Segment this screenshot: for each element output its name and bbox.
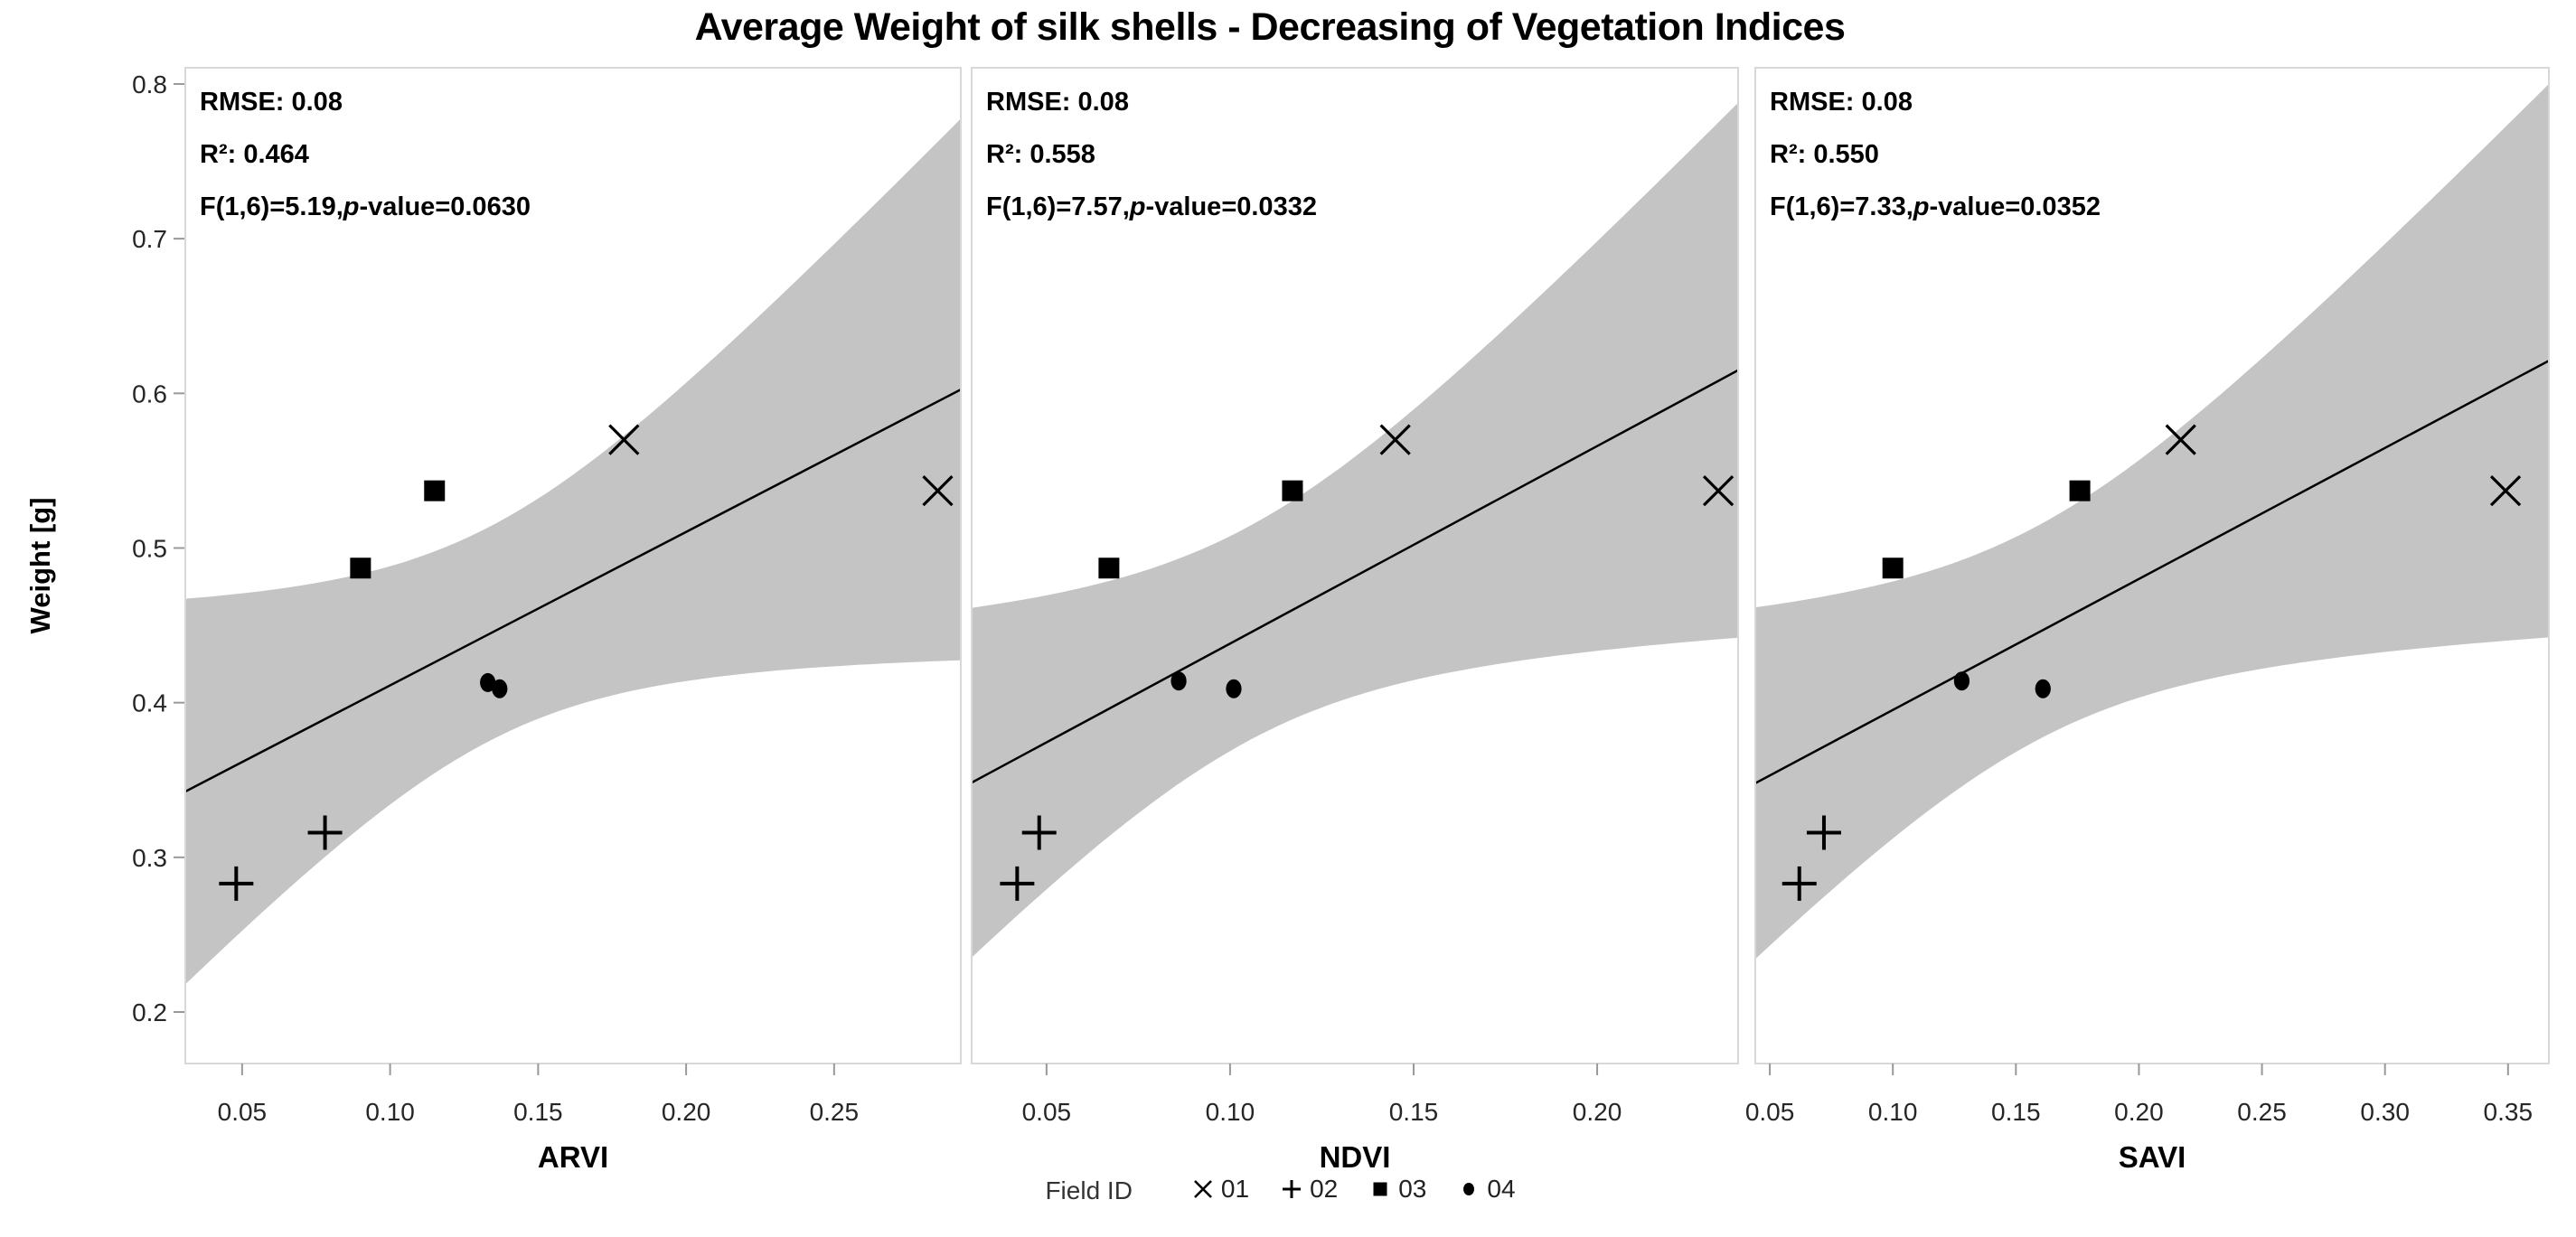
legend-item-04: 04 xyxy=(1457,1175,1516,1204)
stats-r2: R²: 0.464 xyxy=(200,140,309,169)
x-axis-tick-label: 0.15 xyxy=(1991,1098,2041,1126)
x-axis-tick-label: 0.05 xyxy=(1745,1098,1795,1126)
y-axis-tick-label: 0.3 xyxy=(132,844,167,872)
stats-rmse: RMSE: 0.08 xyxy=(986,88,1129,117)
square-marker xyxy=(350,558,371,579)
y-axis-tick-label: 0.2 xyxy=(132,998,167,1026)
square-marker xyxy=(1282,480,1303,501)
regression-line xyxy=(1755,360,2549,784)
y-axis-tick-label: 0.5 xyxy=(132,534,167,562)
dot-marker xyxy=(480,672,496,692)
legend-item-label: 02 xyxy=(1310,1175,1339,1203)
y-axis-tick-label: 0.7 xyxy=(132,225,167,253)
y-axis-tick-label: 0.6 xyxy=(132,380,167,408)
legend-item-03: 03 xyxy=(1368,1175,1426,1204)
square-marker xyxy=(1882,558,1904,579)
legend-item-01: 01 xyxy=(1191,1175,1249,1204)
x-axis-tick-label: 0.15 xyxy=(513,1098,563,1126)
square-marker xyxy=(2069,480,2091,501)
legend-item-label: 04 xyxy=(1487,1175,1516,1203)
x-axis-tick-label: 0.20 xyxy=(2114,1098,2164,1126)
plus-marker xyxy=(1021,815,1057,850)
legend-item-label: 03 xyxy=(1398,1175,1427,1203)
stats-r2: R²: 0.550 xyxy=(1770,140,1879,169)
plus-marker xyxy=(1000,866,1035,901)
stats-f-pvalue: F(1,6)=5.19,p-value=0.0630 xyxy=(200,192,531,221)
x-marker xyxy=(2165,424,2196,455)
plus-marker xyxy=(307,815,343,850)
x-marker xyxy=(2489,475,2522,507)
legend-title: Field ID xyxy=(1045,1176,1133,1204)
square-marker xyxy=(1098,558,1120,579)
panel-border xyxy=(1754,67,2550,1064)
x-axis-tick-label: 0.25 xyxy=(810,1098,860,1126)
plus-marker xyxy=(219,866,254,901)
x-axis-tick-label: 0.35 xyxy=(2484,1098,2534,1126)
plus-marker xyxy=(1782,866,1817,901)
x-axis-tick-label: 0.05 xyxy=(1022,1098,1072,1126)
dot-legend-icon xyxy=(1463,1183,1475,1195)
x-axis-tick-label: 0.15 xyxy=(1389,1098,1439,1126)
plus-legend-icon xyxy=(1283,1180,1302,1198)
panel-border xyxy=(184,67,962,1064)
panel-savi xyxy=(1755,83,2549,960)
stats-r2: R²: 0.558 xyxy=(986,140,1095,169)
panel-border xyxy=(971,67,1739,1064)
x-axis-title-ndvi: NDVI xyxy=(1319,1140,1391,1174)
y-axis-tick-label: 0.4 xyxy=(132,689,167,717)
x-marker xyxy=(608,424,640,455)
dot-marker xyxy=(1170,671,1187,691)
stats-f-pvalue: F(1,6)=7.57,p-value=0.0332 xyxy=(986,192,1317,221)
regression-line xyxy=(972,369,1738,784)
dot-marker xyxy=(2035,679,2051,698)
stats-f-pvalue: F(1,6)=7.33,p-value=0.0352 xyxy=(1770,192,2101,221)
x-axis-tick-label: 0.05 xyxy=(218,1098,268,1126)
x-axis-tick-label: 0.30 xyxy=(2360,1098,2410,1126)
legend: Field ID 01 02 03 04 xyxy=(0,1175,2576,1207)
x-axis-tick-label: 0.10 xyxy=(1206,1098,1255,1126)
x-axis-title-arvi: ARVI xyxy=(537,1140,609,1174)
x-marker xyxy=(1379,424,1411,455)
square-marker xyxy=(424,480,446,501)
legend-item-label: 01 xyxy=(1220,1175,1250,1203)
x-axis-tick-label: 0.10 xyxy=(365,1098,415,1126)
confidence-band xyxy=(185,118,961,985)
stats-rmse: RMSE: 0.08 xyxy=(1770,88,1913,117)
x-axis-tick-label: 0.20 xyxy=(662,1098,711,1126)
panel-ndvi xyxy=(972,102,1738,958)
chart-title: Average Weight of silk shells - Decreasi… xyxy=(694,5,1846,49)
square-legend-icon xyxy=(1373,1182,1387,1196)
regression-line xyxy=(185,388,961,793)
legend-item-02: 02 xyxy=(1280,1175,1338,1204)
legend-items: 01 02 03 04 xyxy=(1176,1175,1531,1207)
x-axis-tick-label: 0.10 xyxy=(1868,1098,1918,1126)
x-axis-tick-label: 0.20 xyxy=(1573,1098,1622,1126)
confidence-band xyxy=(1755,83,2549,960)
dot-marker xyxy=(492,679,508,698)
dot-marker xyxy=(1953,671,1970,691)
x-axis-title-savi: SAVI xyxy=(2118,1140,2186,1174)
confidence-band xyxy=(972,102,1738,958)
x-marker xyxy=(1702,475,1735,507)
plus-marker xyxy=(1806,815,1841,850)
x-legend-icon xyxy=(1194,1180,1212,1198)
dot-marker xyxy=(1226,679,1242,698)
x-axis-tick-label: 0.25 xyxy=(2237,1098,2287,1126)
panel-arvi xyxy=(185,118,961,985)
x-marker xyxy=(922,475,954,507)
y-axis-tick-label: 0.8 xyxy=(132,70,167,98)
stats-rmse: RMSE: 0.08 xyxy=(200,88,343,117)
